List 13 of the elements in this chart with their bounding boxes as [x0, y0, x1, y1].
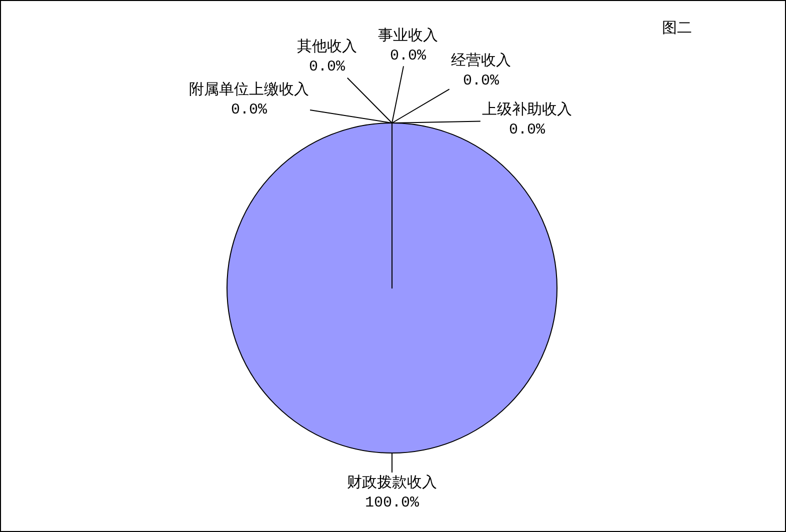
- slice-label: 经营收入: [451, 53, 511, 70]
- chart-title: 图二: [662, 20, 692, 38]
- slice-label: 附属单位上缴收入: [189, 82, 309, 99]
- slice-label: 上级补助收入: [482, 102, 572, 119]
- data-label: 100.0%: [365, 494, 419, 512]
- data-label: 0.0%: [309, 58, 345, 76]
- data-label: 0.0%: [509, 122, 545, 138]
- data-label: 0.0%: [231, 102, 267, 118]
- data-label: 0.0%: [463, 72, 499, 90]
- slice-label: 事业收入: [378, 28, 438, 45]
- data-label: 0.0%: [390, 48, 426, 64]
- slice-label: 财政拨款收入: [347, 475, 437, 492]
- slice-label: 其他收入: [297, 39, 357, 56]
